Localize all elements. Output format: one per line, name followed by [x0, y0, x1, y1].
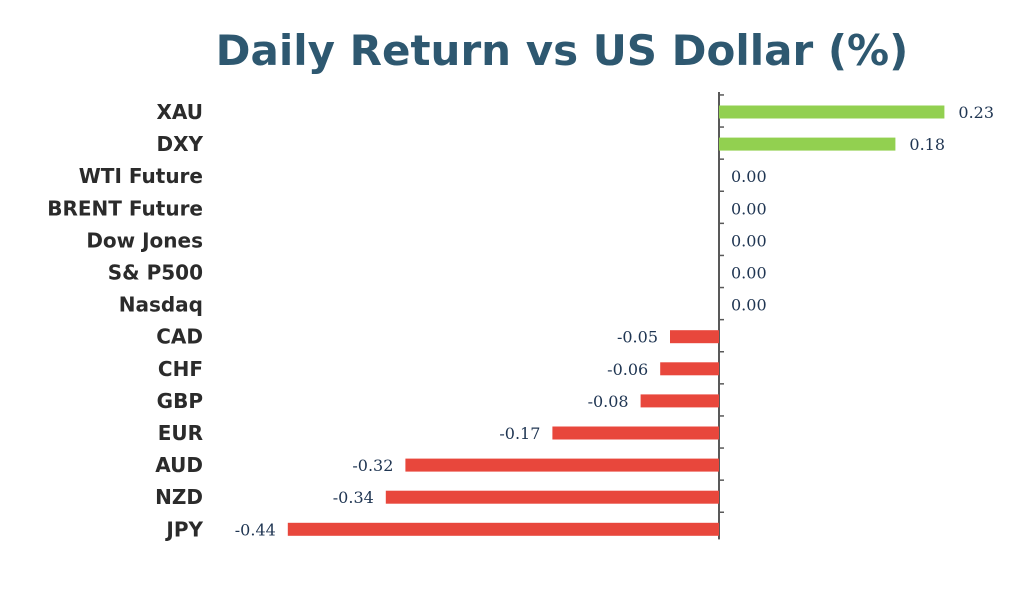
bar — [719, 105, 945, 119]
data-label: -0.17 — [499, 424, 540, 443]
data-label: -0.34 — [333, 488, 374, 507]
bar — [670, 330, 719, 344]
data-label: -0.06 — [607, 360, 648, 379]
category-label: CHF — [158, 357, 203, 381]
data-label: -0.32 — [352, 456, 393, 475]
category-label: GBP — [157, 389, 203, 413]
data-label: 0.00 — [731, 231, 767, 250]
category-label: CAD — [156, 325, 203, 349]
category-label: BRENT Future — [47, 196, 203, 220]
bar — [660, 362, 719, 376]
category-label: WTI Future — [79, 164, 203, 188]
bar — [385, 490, 719, 504]
data-label: -0.08 — [588, 392, 629, 411]
bar — [552, 426, 719, 440]
category-label: Dow Jones — [86, 228, 203, 252]
category-label: EUR — [158, 421, 203, 445]
data-label: 0.00 — [731, 264, 767, 283]
category-label: S& P500 — [108, 261, 203, 285]
bar — [719, 137, 896, 151]
category-label: XAU — [156, 100, 203, 124]
data-label: 0.00 — [731, 296, 767, 315]
data-label: -0.05 — [617, 328, 658, 347]
category-label: DXY — [156, 132, 203, 156]
category-label: Nasdaq — [119, 293, 203, 317]
data-label: 0.00 — [731, 167, 767, 186]
bar — [640, 394, 719, 408]
bar — [405, 458, 719, 472]
data-label: 0.23 — [958, 103, 994, 122]
data-label: 0.18 — [909, 135, 945, 154]
category-label: NZD — [155, 485, 203, 509]
bar — [287, 522, 719, 536]
chart-title: Daily Return vs US Dollar (%) — [215, 26, 909, 75]
category-label: AUD — [155, 453, 203, 477]
data-label: -0.44 — [235, 520, 276, 539]
category-label: JPY — [164, 517, 203, 541]
data-label: 0.00 — [731, 199, 767, 218]
